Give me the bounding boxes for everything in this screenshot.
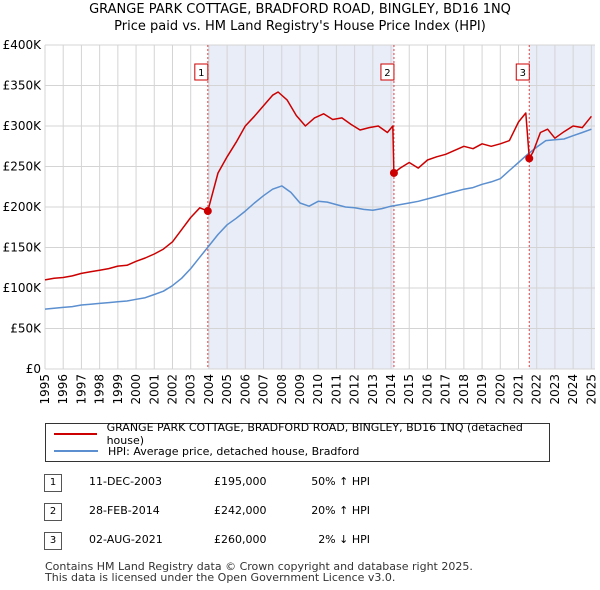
sale-marker [203,207,212,216]
sale-date: 11-DEC-2003 [89,475,163,488]
price-chart: 1 2 3 £0 £50K £100K £150K £200K £250K £300K £350K… [3,38,599,405]
y-tick-label: £350K [3,79,43,93]
x-tick-label: 2020 [493,374,507,405]
y-tick-label: £400K [3,38,43,52]
hpi-line-swatch [54,450,98,452]
x-tick-label: 2003 [184,374,198,405]
sale-hpi-change: 50% ↑ HPI [311,475,370,488]
legend: GRANGE PARK COTTAGE, BRADFORD ROAD, BING… [45,421,550,462]
legend-label-property: GRANGE PARK COTTAGE, BRADFORD ROAD, BING… [106,421,523,447]
table-row: 3 02-AUG-2021 £260,000 2% ↓ HPI [40,530,560,559]
sale-number-badge: 3 [44,532,62,550]
chart-title: GRANGE PARK COTTAGE, BRADFORD ROAD, BING… [89,2,511,17]
transactions-table: 1 11-DEC-2003 £195,000 50% ↑ HPI 2 28-FE… [40,472,560,559]
x-tick-label: 1996 [56,374,70,405]
table-row: 2 28-FEB-2014 £242,000 20% ↑ HPI [40,501,560,530]
y-tick-label: £0 [26,362,41,376]
y-tick-label: £150K [3,241,43,255]
sale-price: £242,000 [214,504,267,517]
x-tick-label: 2008 [275,374,289,405]
x-tick-label: 2013 [366,374,380,405]
y-tick-label: £250K [3,160,43,174]
y-tick-label: £200K [3,200,43,214]
x-tick-label: 2005 [220,374,234,405]
sale-hpi-change: 2% ↓ HPI [318,533,370,546]
x-tick-label: 1997 [74,374,88,405]
x-tick-label: 2010 [311,374,325,405]
legend-label-hpi: HPI: Average price, detached house, Brad… [108,444,360,458]
x-tick-label: 2024 [566,374,580,405]
legend-item-hpi: HPI: Average price, detached house, Brad… [54,443,359,459]
x-tick-label: 2011 [329,374,343,405]
property-line-swatch [54,433,97,435]
x-tick-label: 2001 [147,374,161,405]
x-tick-label: 2023 [548,374,562,405]
sale-label-number: 2 [384,68,390,79]
legend-item-property: GRANGE PARK COTTAGE, BRADFORD ROAD, BING… [54,421,549,447]
x-tick-label: 2000 [129,374,143,405]
x-tick-label: 2007 [257,374,271,405]
x-tick-label: 2025 [584,374,598,405]
footer-licence: This data is licensed under the Open Gov… [45,571,396,584]
sale-label-box [194,63,209,81]
x-tick-label: 2006 [238,374,252,405]
x-tick-label: 2016 [420,374,434,405]
x-tick-label: 2004 [202,374,216,405]
chart-subtitle: Price paid vs. HM Land Registry's House … [114,19,486,34]
x-tick-label: 2019 [475,374,489,405]
table-row: 1 11-DEC-2003 £195,000 50% ↑ HPI [40,472,560,501]
sale-number-badge: 2 [44,503,62,521]
sale-label-box [515,63,530,81]
sale-label-number: 3 [520,68,526,79]
x-tick-label: 2014 [384,374,398,405]
x-tick-label: 1995 [38,374,52,405]
footer-notice: Contains HM Land Registry data © Crown c… [45,561,473,583]
sale-date: 02-AUG-2021 [89,533,163,546]
sale-marker [389,168,398,177]
sale-price: £195,000 [214,475,267,488]
sale-number-badge: 1 [44,474,62,492]
x-tick-label: 2017 [439,374,453,405]
sale-marker [525,154,534,163]
x-tick-label: 2021 [512,374,526,405]
footer-copyright: Contains HM Land Registry data © Crown c… [45,560,473,573]
x-tick-label: 1999 [111,374,125,405]
sale-price: £260,000 [214,533,267,546]
y-tick-label: £100K [3,281,43,295]
sale-date: 28-FEB-2014 [89,504,160,517]
x-tick-label: 2002 [165,374,179,405]
sale-hpi-change: 20% ↑ HPI [311,504,370,517]
x-tick-label: 2018 [457,374,471,405]
y-tick-label: £50K [10,322,42,336]
x-tick-label: 2015 [402,374,416,405]
hpi-line [44,128,592,310]
property-price-line [44,91,592,281]
x-tick-label: 2012 [348,374,362,405]
x-tick-label: 1998 [93,374,107,405]
x-tick-label: 2009 [293,374,307,405]
x-tick-label: 2022 [530,374,544,405]
sale-label-box [380,63,395,81]
y-tick-label: £300K [3,119,43,133]
sale-label-number: 1 [198,68,204,79]
